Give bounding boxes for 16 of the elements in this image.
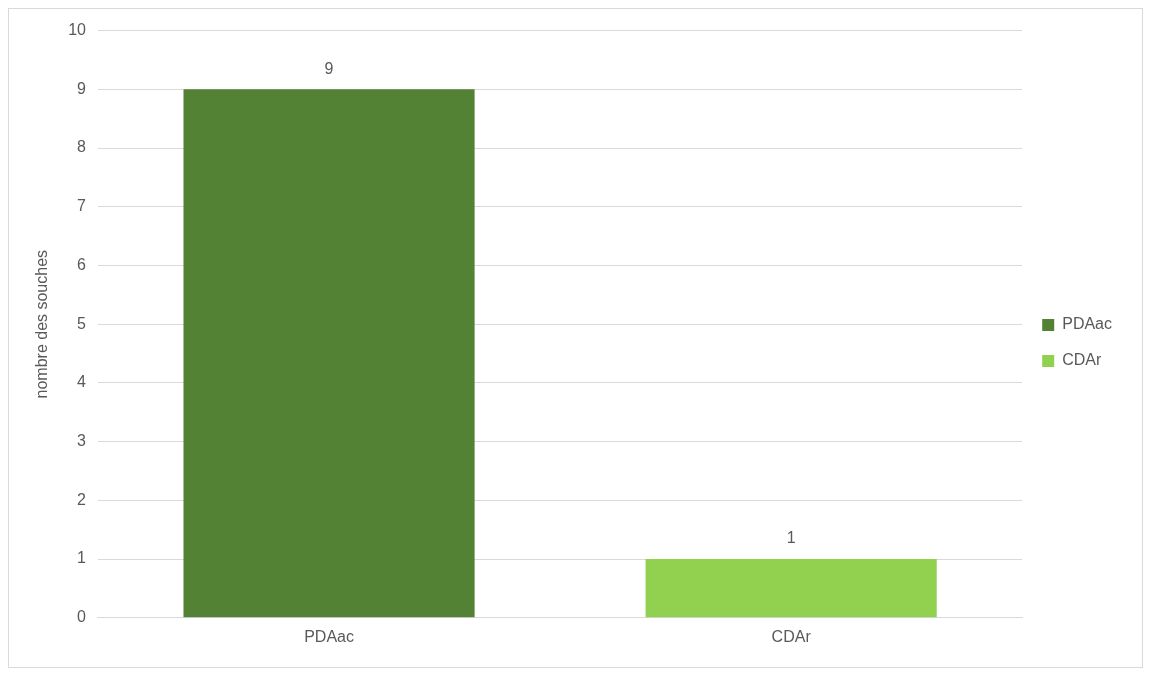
y-axis-title: nombre des souches [33, 249, 51, 399]
y-tick-label: 5 [77, 314, 87, 332]
y-tick-label: 4 [77, 373, 87, 391]
y-tick-label: 8 [77, 138, 87, 156]
y-tick-label: 6 [77, 255, 87, 273]
legend-label: CDAr [1062, 351, 1102, 369]
y-tick-label: 3 [77, 432, 87, 450]
y-tick-label: 7 [77, 197, 87, 215]
y-tick-label: 0 [77, 608, 87, 626]
data-label: 1 [786, 529, 796, 547]
y-tick-label: 1 [77, 549, 87, 567]
legend-label: PDAac [1062, 315, 1112, 333]
y-tick-label: 9 [77, 79, 87, 97]
y-tick-label: 2 [77, 490, 87, 508]
y-tick-label: 10 [68, 21, 87, 39]
data-label: 9 [324, 59, 334, 77]
